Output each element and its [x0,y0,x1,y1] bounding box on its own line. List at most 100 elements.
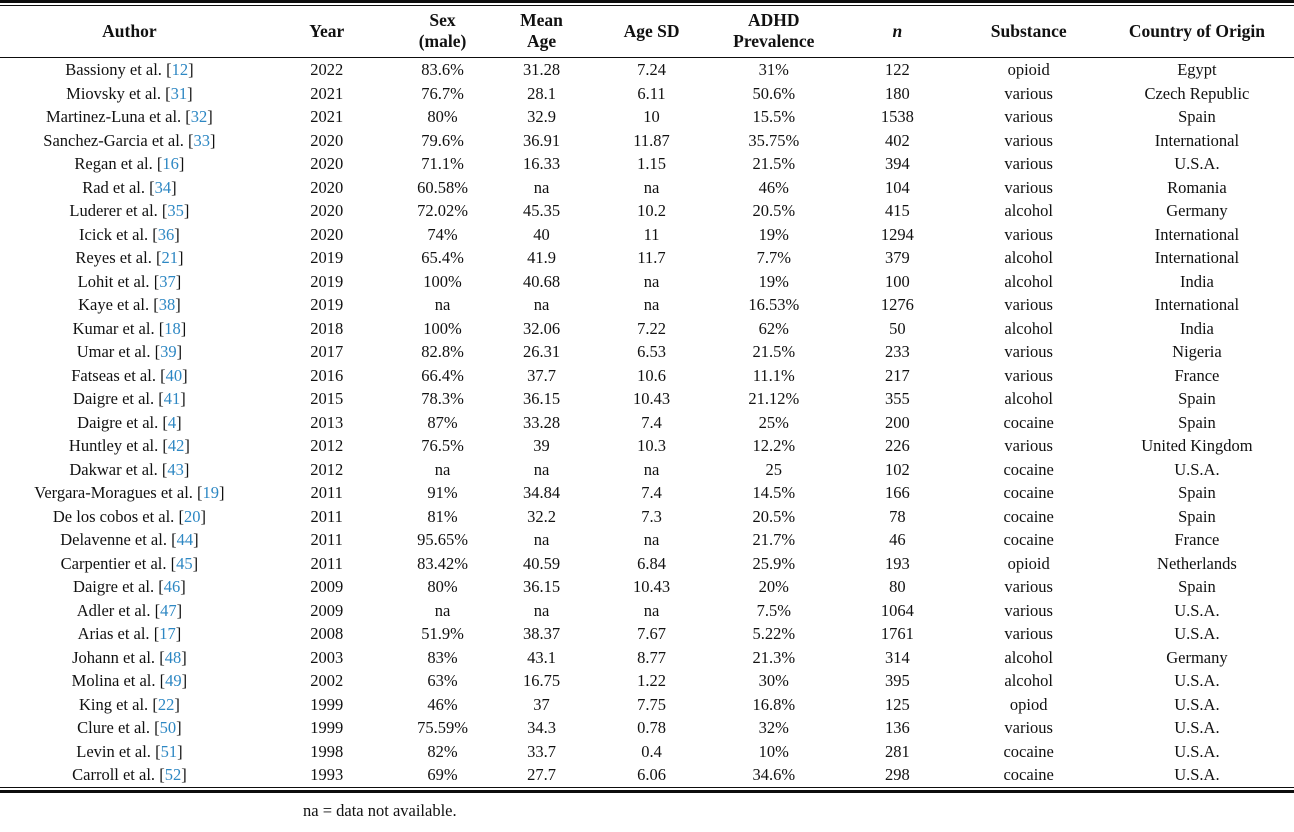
citation-link[interactable]: 12 [171,60,189,79]
author-text: King et al. [78,694,149,714]
citation-link[interactable]: 46 [163,577,181,596]
substance-cell: alcohol [1004,271,1053,291]
citation-bracket-open: [ [192,483,203,502]
citation-bracket-open: [ [144,177,155,197]
age-sd-cell: 7.4 [641,412,662,432]
citation-bracket-open: [ [154,577,164,596]
col-header-substance: Substance [957,6,1100,58]
year-cell: 2021 [310,83,344,103]
age-sd-cell: 10.43 [632,389,671,408]
citation-bracket-open: [ [148,224,158,244]
n-cell: 80 [889,577,906,596]
year-cell: 2016 [310,365,344,385]
citation-bracket-open: [ [155,365,166,385]
author-cell: Sanchez-Garcia et al. [33] [0,129,259,153]
author-cell: Johann et al. [48] [0,646,259,670]
author-text: Martinez-Luna et al. [46,107,182,126]
adhd-prevalence-cell: 25% [758,412,789,432]
table-row: Martinez-Luna et al. [32] 2021 80% 32.9 … [0,105,1294,129]
citation-link[interactable]: 32 [190,107,208,126]
substance-cell: cocaine [1003,459,1054,479]
citation-link[interactable]: 45 [176,553,193,573]
table-row: Icick et al. [36] 2020 74% 40 11 19% 129… [0,223,1294,247]
country-cell: International [1154,295,1240,314]
citation-link[interactable]: 19 [202,483,220,502]
mean-age-cell: na [533,600,550,620]
sex-male-cell: 74% [427,224,458,244]
country-cell: France [1174,365,1220,385]
citation-link[interactable]: 51 [160,741,178,761]
author-cell: Reyes et al. [21] [0,246,259,270]
citation-link[interactable]: 21 [161,248,178,267]
citation-link[interactable]: 49 [165,671,182,690]
citation-link[interactable]: 20 [183,506,201,526]
citation-bracket-open: [ [158,412,168,432]
substance-cell: cocaine [1003,412,1054,432]
country-cell: Spain [1178,483,1216,502]
citation-link[interactable]: 42 [167,436,185,455]
mean-age-cell: 34.84 [522,483,561,502]
age-sd-cell: 6.84 [637,553,666,573]
sex-male-cell: 83.6% [421,60,464,79]
author-cell: Delavenne et al. [44] [0,528,259,552]
country-cell: U.S.A. [1174,154,1220,173]
citation-link[interactable]: 35 [167,201,184,220]
citation-link[interactable]: 37 [159,271,176,291]
citation-bracket-open: [ [181,107,191,126]
citation-link[interactable]: 43 [167,459,184,479]
country-cell: Spain [1178,506,1216,526]
citation-link[interactable]: 33 [193,130,211,150]
country-cell: U.S.A. [1174,718,1220,737]
citation-link[interactable]: 40 [165,365,183,385]
citation-bracket-close: ] [210,130,216,150]
citation-bracket-close: ] [176,718,182,737]
citation-link[interactable]: 39 [160,342,177,361]
citation-link[interactable]: 31 [170,83,188,103]
citation-link[interactable]: 17 [159,624,176,643]
citation-link[interactable]: 44 [176,530,194,549]
citation-link[interactable]: 18 [164,318,181,338]
year-cell: 2011 [310,530,343,549]
adhd-prevalence-cell: 16.53% [748,295,800,314]
citation-link[interactable]: 16 [162,154,179,173]
citation-bracket-open: [ [161,83,171,103]
year-cell: 2022 [310,60,344,79]
country-cell: Germany [1166,647,1228,667]
author-cell: Daigre et al. [4] [0,411,259,435]
citation-link[interactable]: 52 [164,765,182,784]
citation-bracket-open: [ [148,694,158,714]
year-cell: 1998 [310,741,344,761]
country-cell: U.S.A. [1174,765,1220,784]
citation-link[interactable]: 36 [157,224,175,244]
citation-bracket-open: [ [149,295,159,314]
substance-cell: various [1004,154,1053,173]
table-row: Bassiony et al. [12] 2022 83.6% 31.28 7.… [0,58,1294,82]
age-sd-cell: 11 [643,224,660,244]
citation-link[interactable]: 48 [164,647,182,667]
substance-cell: cocaine [1003,483,1054,502]
citation-bracket-open: [ [149,624,160,643]
citation-link[interactable]: 41 [163,389,181,408]
citation-link[interactable]: 47 [160,600,177,620]
country-cell: India [1179,318,1214,338]
citation-link[interactable]: 38 [158,295,176,314]
adhd-prevalence-cell: 25.9% [752,553,796,573]
col-header-country: Country of Origin [1099,6,1294,58]
author-text: Huntley et al. [68,436,159,455]
year-cell: 2009 [310,577,344,596]
mean-age-cell: 43.1 [527,647,556,667]
age-sd-cell: 7.22 [637,318,666,338]
author-cell: Miovsky et al. [31] [0,82,259,106]
adhd-prevalence-cell: 5.22% [752,624,796,643]
country-cell: Romania [1167,177,1227,197]
citation-link[interactable]: 50 [159,718,177,737]
sex-male-cell: 100% [423,318,462,338]
citation-link[interactable]: 34 [154,177,172,197]
citation-link[interactable]: 22 [157,694,175,714]
sex-male-cell: 80% [427,107,458,126]
adhd-prevalence-cell: 30% [758,671,789,690]
citation-link[interactable]: 4 [167,412,177,432]
year-cell: 2020 [310,130,344,150]
country-cell: France [1174,530,1220,549]
mean-age-cell: 26.31 [522,342,561,361]
